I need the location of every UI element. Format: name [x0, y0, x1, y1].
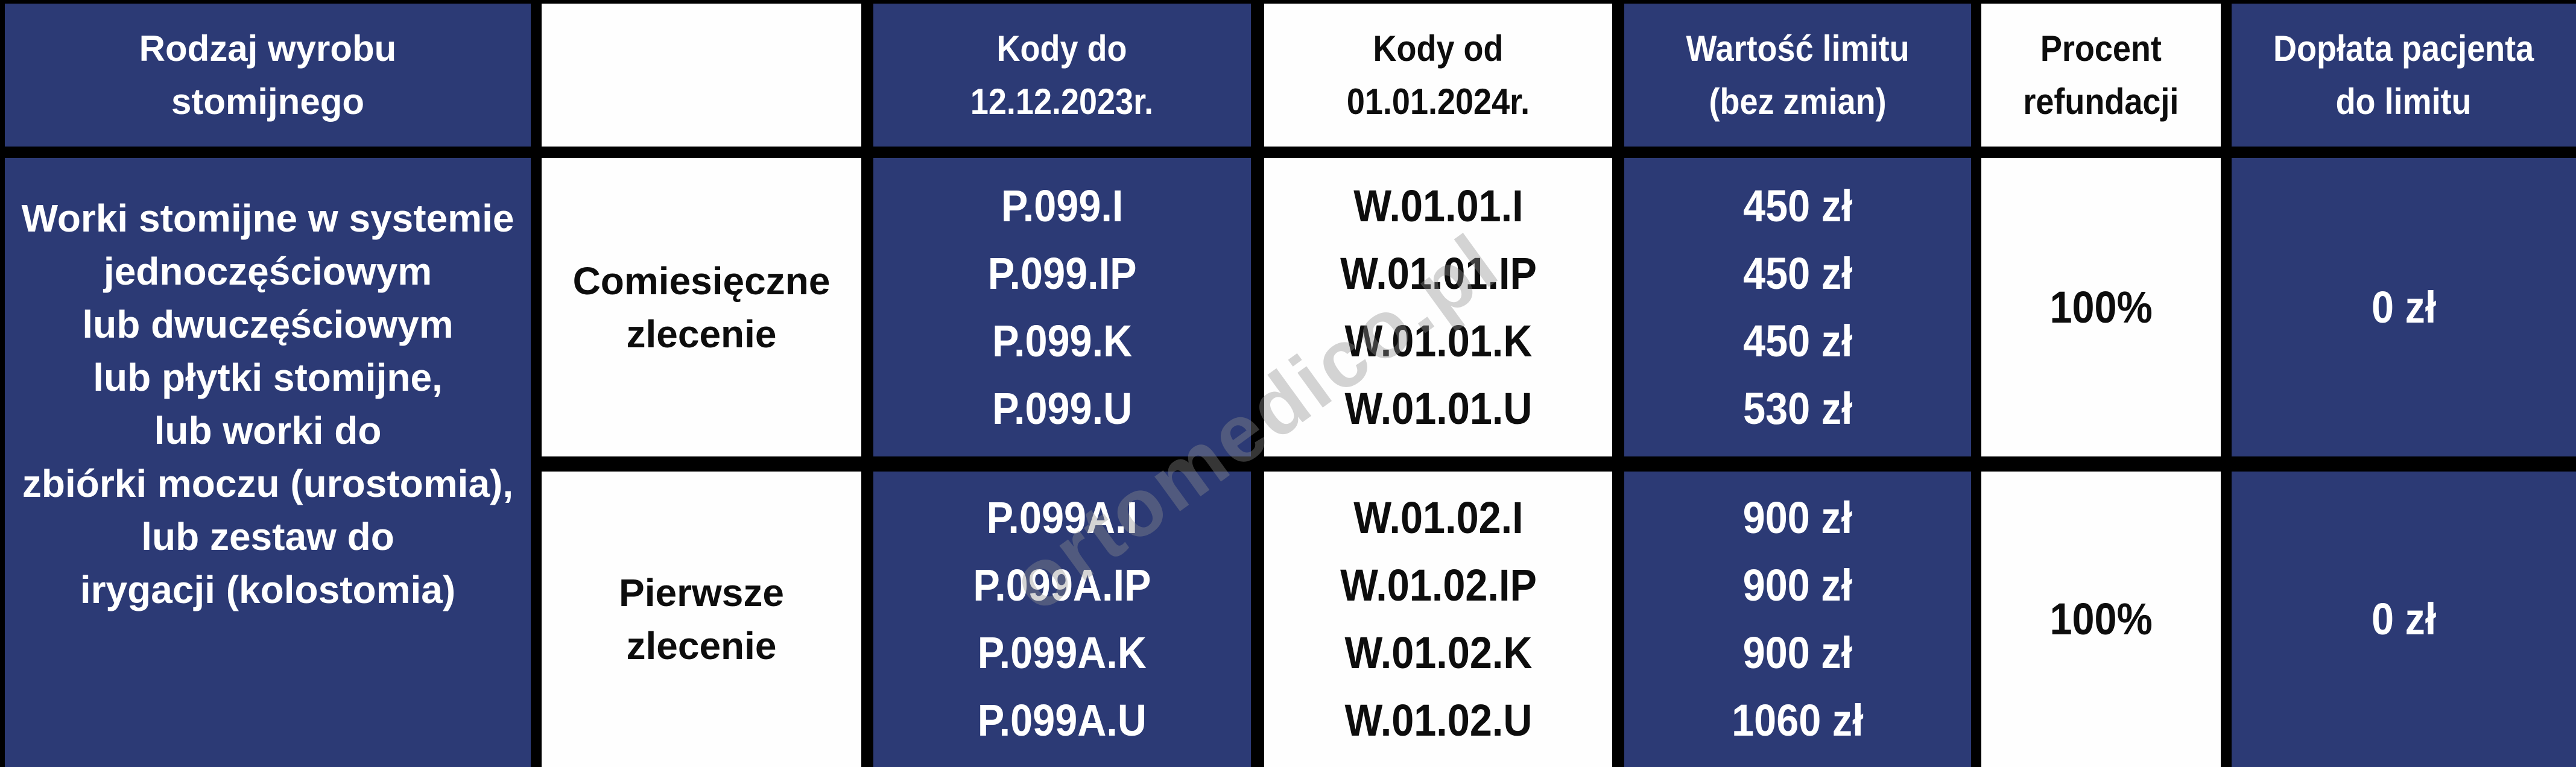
cell-codes-new-first: W.01.02.I W.01.02.IP W.01.02.K W.01.02.U — [1264, 472, 1612, 767]
cell-codes-old-monthly: P.099.I P.099.IP P.099.K P.099.U — [873, 158, 1251, 456]
header-patient-copay-label: Dopłata pacjenta do limitu — [2273, 28, 2534, 122]
header-product-type: Rodzaj wyrobu stomijnego — [5, 4, 531, 147]
header-codes-from-label: Kody od 01.01.2024r. — [1346, 28, 1530, 122]
cell-limit-first: 900 zł 900 zł 900 zł 1060 zł — [1624, 472, 1971, 767]
cell-product-description: Worki stomijne w systemie jednoczęściowy… — [5, 158, 531, 767]
cell-refund-monthly: 100% — [1981, 158, 2221, 456]
codes-old-first-list: P.099A.I P.099A.IP P.099A.K P.099A.U — [973, 493, 1151, 745]
cell-copay-monthly: 0 zł — [2232, 158, 2576, 456]
header-codes-until: Kody do 12.12.2023r. — [873, 4, 1251, 147]
header-limit-value-label: Wartość limitu (bez zmian) — [1686, 28, 1910, 122]
refund-monthly-value: 100% — [2049, 282, 2153, 332]
refund-first-value: 100% — [2049, 594, 2153, 644]
product-description-text: Worki stomijne w systemie jednoczęściowy… — [21, 197, 514, 611]
header-codes-until-label: Kody do 12.12.2023r. — [970, 28, 1154, 122]
header-empty — [542, 4, 861, 147]
order-first-label: Pierwsze zlecenie — [619, 571, 784, 668]
header-limit-value: Wartość limitu (bez zmian) — [1624, 4, 1971, 147]
codes-old-monthly-list: P.099.I P.099.IP P.099.K P.099.U — [987, 180, 1137, 434]
codes-new-monthly-list: W.01.01.I W.01.01.IP W.01.01.K W.01.01.U — [1340, 180, 1537, 434]
order-monthly-label: Comiesięczne zlecenie — [572, 259, 831, 356]
codes-new-first-list: W.01.02.I W.01.02.IP W.01.02.K W.01.02.U — [1340, 493, 1537, 745]
limit-monthly-list: 450 zł 450 zł 450 zł 530 zł — [1742, 180, 1853, 434]
copay-monthly-value: 0 zł — [2371, 282, 2437, 332]
header-product-type-label: Rodzaj wyrobu stomijnego — [139, 28, 397, 122]
header-refund-percent: Procent refundacji — [1981, 4, 2221, 147]
cell-codes-new-monthly: W.01.01.I W.01.01.IP W.01.01.K W.01.01.U — [1264, 158, 1612, 456]
cell-codes-old-first: P.099A.I P.099A.IP P.099A.K P.099A.U — [873, 472, 1251, 767]
limit-first-list: 900 zł 900 zł 900 zł 1060 zł — [1732, 493, 1864, 745]
cell-limit-monthly: 450 zł 450 zł 450 zł 530 zł — [1624, 158, 1971, 456]
header-patient-copay: Dopłata pacjenta do limitu — [2232, 4, 2576, 147]
cell-copay-first: 0 zł — [2232, 472, 2576, 767]
header-refund-percent-label: Procent refundacji — [2023, 28, 2179, 122]
header-codes-from: Kody od 01.01.2024r. — [1264, 4, 1612, 147]
copay-first-value: 0 zł — [2371, 594, 2437, 644]
cell-refund-first: 100% — [1981, 472, 2221, 767]
cell-order-first: Pierwsze zlecenie — [542, 472, 861, 767]
cell-order-monthly: Comiesięczne zlecenie — [542, 158, 861, 456]
